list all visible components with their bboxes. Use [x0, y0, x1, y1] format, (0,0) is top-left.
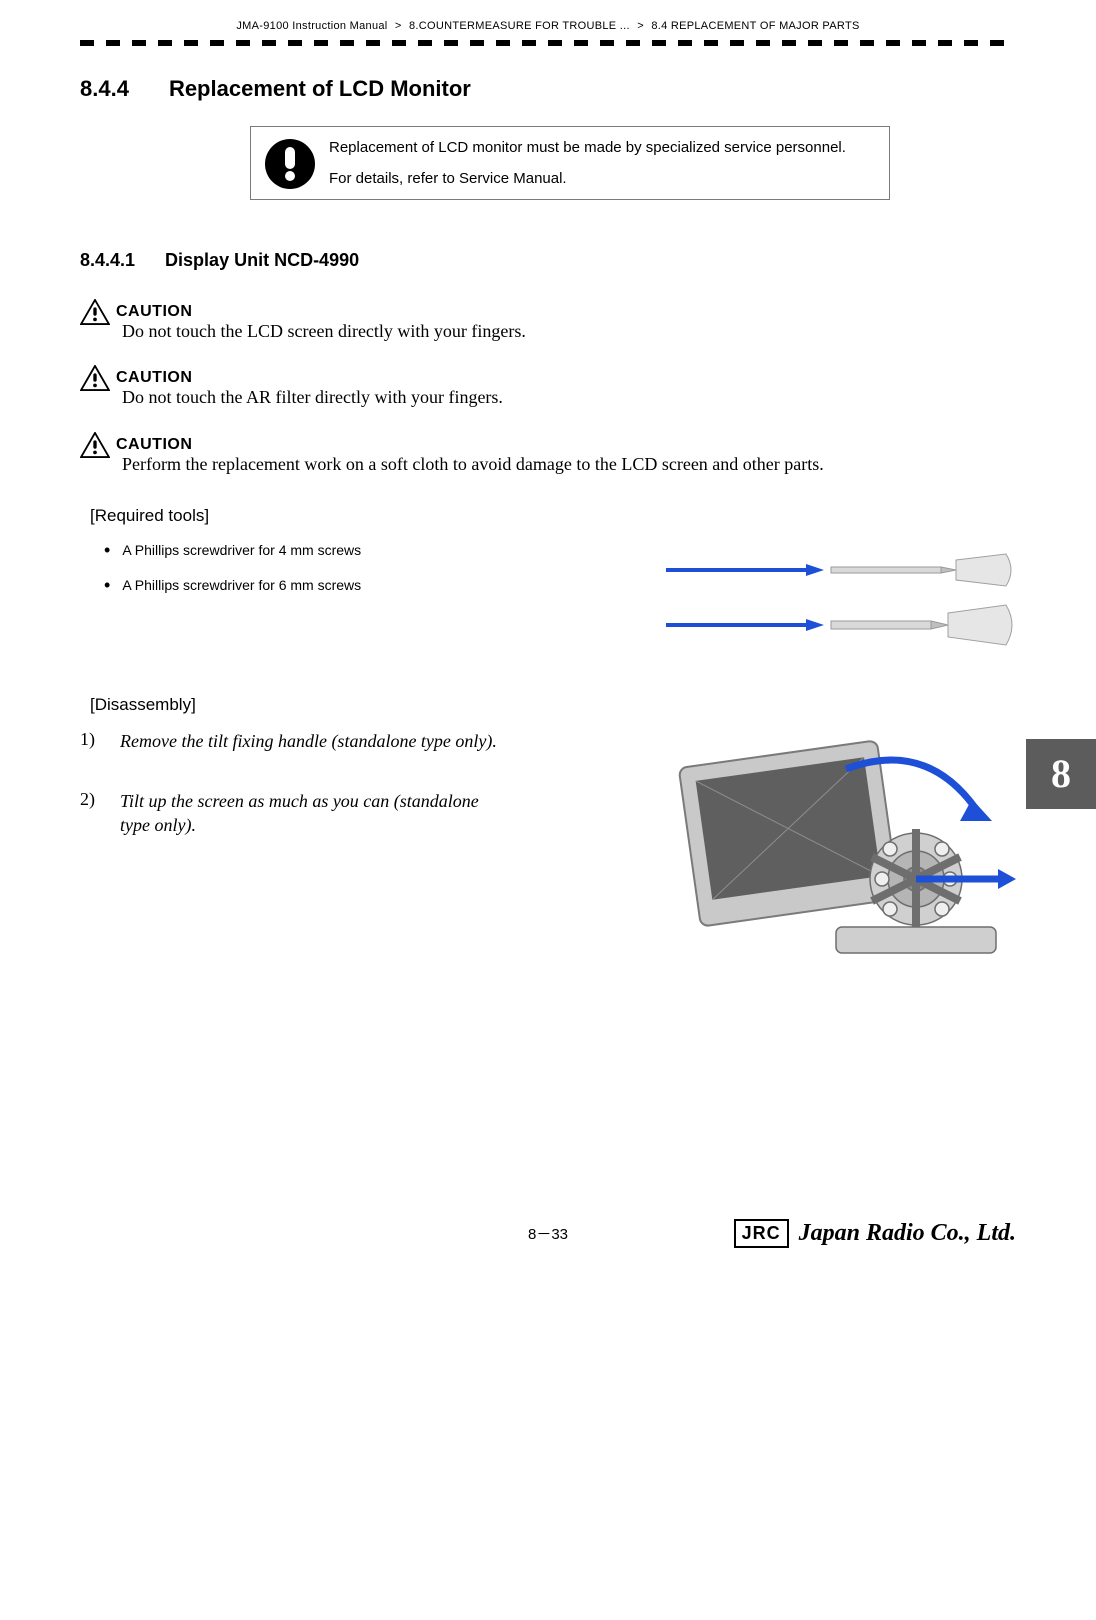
exclamation-circle-icon [265, 139, 315, 189]
step-text: Tilt up the screen as much as you can (s… [120, 789, 510, 838]
list-item: A Phillips screwdriver for 6 mm screws [104, 575, 361, 596]
caution-triangle-icon [80, 365, 110, 391]
breadcrumb-part-c: 8.4 REPLACEMENT OF MAJOR PARTS [651, 20, 859, 32]
required-tools-list: A Phillips screwdriver for 4 mm screws A… [104, 540, 361, 610]
tool-item-text: A Phillips screwdriver for 4 mm screws [122, 542, 361, 558]
tool-item-text: A Phillips screwdriver for 6 mm screws [122, 577, 361, 593]
screwdrivers-figure [656, 540, 1016, 665]
breadcrumb: JMA-9100 Instruction Manual > 8.COUNTERM… [80, 20, 1016, 32]
subsection-title: Display Unit NCD-4990 [165, 250, 359, 271]
caution-text: Perform the replacement work on a soft c… [122, 452, 1016, 476]
list-item: A Phillips screwdriver for 4 mm screws [104, 540, 361, 561]
caution-text: Do not touch the LCD screen directly wit… [122, 319, 1016, 343]
subsection-number: 8.4.4.1 [80, 250, 135, 271]
required-tools-row: A Phillips screwdriver for 4 mm screws A… [80, 540, 1016, 665]
chapter-tab: 8 [1026, 739, 1096, 809]
caution-block: CAUTION Perform the replacement work on … [80, 432, 1016, 476]
section-title: Replacement of LCD Monitor [169, 76, 471, 102]
required-tools-label: [Required tools] [90, 506, 1016, 526]
caution-block: CAUTION Do not touch the AR filter direc… [80, 365, 1016, 409]
disassembly-label: [Disassembly] [90, 695, 1016, 715]
disassembly-row: 1) Remove the tilt fixing handle (standa… [80, 729, 1016, 994]
page-number: 8－33 [528, 1223, 568, 1244]
footer-branding: JRC Japan Radio Co., Ltd. [734, 1219, 1016, 1248]
chapter-number: 8 [1051, 750, 1071, 797]
breadcrumb-separator: > [395, 20, 402, 32]
steps-column: 1) Remove the tilt fixing handle (standa… [80, 729, 510, 874]
monitor-figure [636, 729, 1016, 994]
notice-line-1: Replacement of LCD monitor must be made … [329, 137, 846, 158]
step-item: 1) Remove the tilt fixing handle (standa… [80, 729, 510, 753]
caution-block: CAUTION Do not touch the LCD screen dire… [80, 299, 1016, 343]
notice-line-2: For details, refer to Service Manual. [329, 168, 846, 189]
caution-label: CAUTION [116, 436, 192, 454]
breadcrumb-part-a: JMA-9100 Instruction Manual [236, 20, 387, 32]
notice-text: Replacement of LCD monitor must be made … [329, 137, 846, 189]
breadcrumb-separator: > [637, 20, 644, 32]
step-number: 1) [80, 729, 100, 753]
notice-box: Replacement of LCD monitor must be made … [250, 126, 890, 200]
jrc-logo: JRC [734, 1219, 789, 1248]
step-number: 2) [80, 789, 100, 838]
step-item: 2) Tilt up the screen as much as you can… [80, 789, 510, 838]
breadcrumb-part-b: 8.COUNTERMEASURE FOR TROUBLE ... [409, 20, 630, 32]
caution-text: Do not touch the AR filter directly with… [122, 385, 1016, 409]
section-number: 8.4.4 [80, 76, 129, 102]
dashed-horizontal-rule [80, 40, 1016, 46]
caution-triangle-icon [80, 299, 110, 325]
caution-triangle-icon [80, 432, 110, 458]
step-text: Remove the tilt fixing handle (standalon… [120, 729, 497, 753]
subsection-heading: 8.4.4.1 Display Unit NCD-4990 [80, 250, 1016, 271]
company-name: Japan Radio Co., Ltd. [799, 1220, 1016, 1247]
section-heading: 8.4.4 Replacement of LCD Monitor [80, 76, 1016, 102]
page-footer: 8－33 JRC Japan Radio Co., Ltd. [80, 1214, 1016, 1254]
